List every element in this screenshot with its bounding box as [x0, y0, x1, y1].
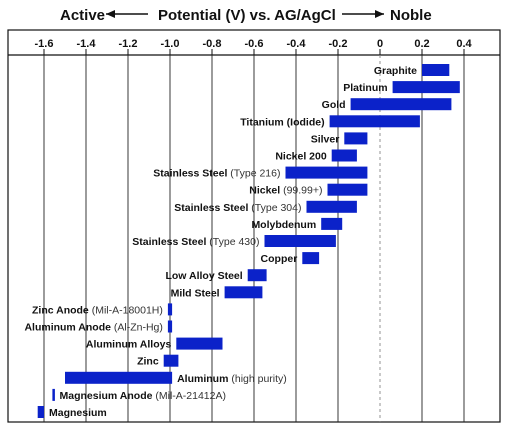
bar-label: Copper — [261, 253, 298, 265]
tick-label: -1.0 — [161, 38, 180, 50]
bar-label-note: (Mil-A-21412A) — [152, 390, 226, 402]
bar-label-name: Silver — [311, 133, 340, 145]
bar-label-name: Zinc — [137, 356, 159, 368]
bar-label-name: Gold — [322, 99, 346, 111]
bar-label-name: Stainless Steel — [153, 168, 227, 180]
bar — [327, 183, 368, 196]
bar-label-name: Aluminum — [177, 373, 228, 385]
tick-label: -1.4 — [77, 38, 97, 50]
bar — [167, 303, 173, 316]
tick-label: -1.6 — [35, 38, 54, 50]
bar-label-name: Zinc Anode — [32, 304, 89, 316]
bar-label-name: Platinum — [343, 82, 387, 94]
bar-label-note: (Type 216) — [227, 168, 280, 180]
tick-label: 0 — [377, 38, 383, 50]
title-potential: Potential (V) vs. AG/AgCl — [158, 7, 336, 24]
bar — [167, 320, 173, 333]
bar-label: Graphite — [374, 65, 417, 77]
bar — [37, 406, 44, 418]
bar — [176, 337, 223, 350]
bar-label: Mild Steel — [171, 287, 220, 299]
bar-label: Stainless Steel (Type 216) — [153, 168, 280, 180]
bar-label-name: Magnesium — [49, 407, 107, 419]
tick-label: 0.2 — [414, 38, 429, 50]
bar — [422, 64, 450, 76]
bar-label-name: Aluminum Alloys — [86, 339, 172, 351]
bar-label-name: Nickel 200 — [275, 151, 327, 163]
bar — [344, 132, 368, 145]
bar — [331, 149, 357, 162]
bar — [392, 81, 460, 94]
bar-label: Zinc Anode (Mil-A-18001H) — [32, 304, 163, 316]
tick-label: -1.2 — [119, 38, 138, 50]
bar — [329, 115, 420, 128]
tick-label: 0.4 — [456, 38, 472, 50]
bar-label: Low Alloy Steel — [165, 270, 242, 282]
bar-label-name: Stainless Steel — [132, 236, 206, 248]
chart-title: Active Potential (V) vs. AG/AgCl Noble — [60, 7, 432, 24]
bar-label-name: Molybdenum — [251, 219, 316, 231]
plot-area: -1.6 -1.4 -1.2 -1.0 -0.8 -0.6 -0.4 -0.2 0 0.2 0.4 G… — [7, 29, 501, 423]
bar-label-name: Copper — [261, 253, 298, 265]
tick-label: -0.2 — [329, 38, 348, 50]
bar-label-name: Stainless Steel — [174, 202, 248, 214]
bar-label: Titanium (Iodide) — [240, 116, 324, 128]
bar — [350, 98, 452, 111]
bar-label: Aluminum Anode (Al-Zn-Hg) — [24, 322, 162, 334]
bar-label-name: Low Alloy Steel — [165, 270, 242, 282]
bar-label: Stainless Steel (Type 430) — [132, 236, 259, 248]
bar-label: Gold — [322, 99, 346, 111]
tick-label: -0.4 — [287, 38, 307, 50]
tick-label: -0.8 — [203, 38, 222, 50]
bar-label: Aluminum Alloys — [86, 339, 172, 351]
bar — [163, 354, 179, 367]
bar-label: Magnesium — [49, 407, 107, 419]
bar — [247, 269, 267, 282]
bar-label-name: Nickel — [249, 185, 280, 197]
bar-label-name: Magnesium Anode — [60, 390, 153, 402]
bar-label-note: (Type 430) — [206, 236, 259, 248]
bar-label: Nickel (99.99+) — [249, 185, 322, 197]
bar — [306, 200, 357, 213]
bar-label: Molybdenum — [251, 219, 316, 231]
bar-label-note: (Mil-A-18001H) — [89, 304, 163, 316]
bar-label: Platinum — [343, 82, 387, 94]
bar — [302, 252, 320, 265]
bar-label-note: (Al-Zn-Hg) — [111, 322, 163, 334]
right-arrow-icon — [342, 10, 384, 18]
bar — [285, 166, 368, 179]
left-arrow-icon — [106, 10, 148, 18]
bar-label-name: Mild Steel — [171, 287, 220, 299]
bar-label-note: (Type 304) — [248, 202, 301, 214]
bar-label: Aluminum (high purity) — [177, 373, 287, 385]
tick-label: -0.6 — [245, 38, 264, 50]
bar — [52, 388, 55, 401]
bar-label: Zinc — [137, 356, 159, 368]
bar-label-name: Graphite — [374, 65, 417, 77]
bar — [65, 371, 173, 384]
bar-label-name: Titanium (Iodide) — [240, 116, 324, 128]
bar-label-note: (99.99+) — [280, 185, 322, 197]
bar — [264, 235, 336, 247]
title-noble: Noble — [390, 7, 432, 24]
bar-label: Silver — [311, 133, 340, 145]
title-active: Active — [60, 7, 105, 24]
bar — [224, 286, 263, 299]
bar-label: Magnesium Anode (Mil-A-21412A) — [60, 390, 226, 402]
bar-label: Nickel 200 — [275, 151, 327, 163]
bar-label: Stainless Steel (Type 304) — [174, 202, 301, 214]
bar — [321, 217, 343, 230]
bar-label-name: Aluminum Anode — [24, 322, 111, 334]
bar-label-note: (high purity) — [228, 373, 286, 385]
